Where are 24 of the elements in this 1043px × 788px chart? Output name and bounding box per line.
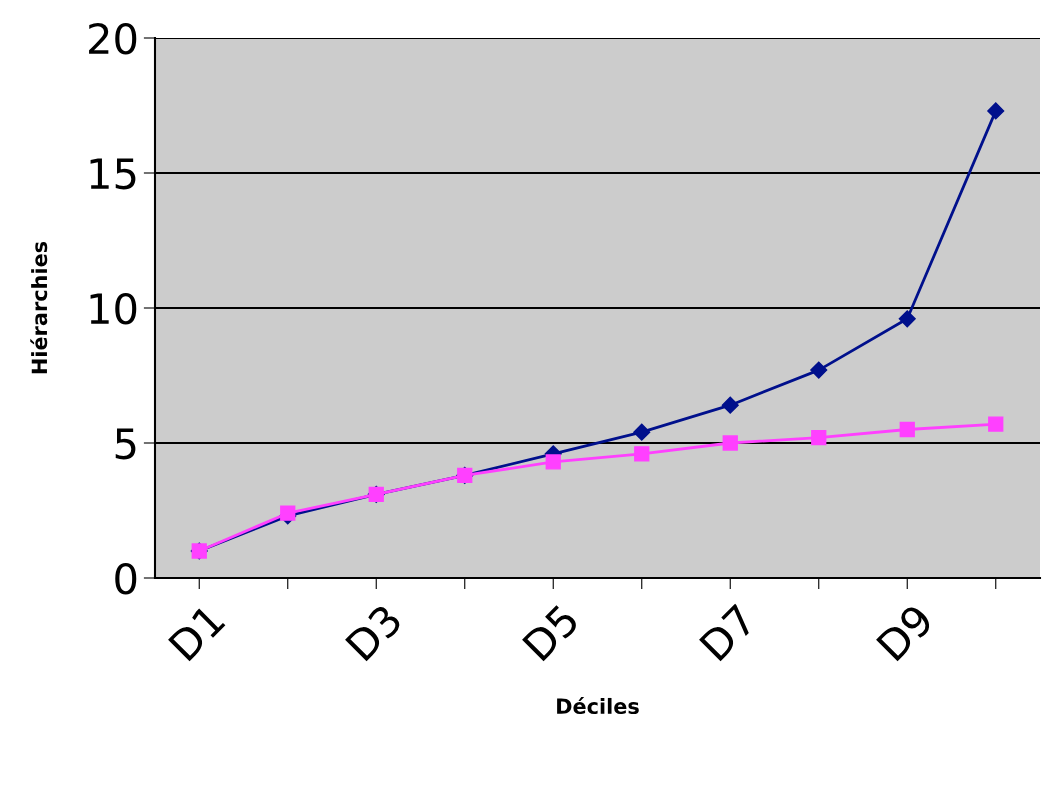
point	[898, 310, 916, 328]
y-tick-label: 0	[115, 562, 137, 595]
point	[633, 423, 651, 441]
point	[988, 416, 1004, 432]
y-tick-label: 10	[90, 292, 137, 325]
y-tick-label: 20	[89, 22, 137, 55]
x-tick-label: D5	[522, 603, 580, 662]
point	[810, 361, 828, 379]
y-tick-label: 15	[90, 158, 136, 190]
x-tick-label: D9	[875, 602, 935, 662]
y-axis-title: Hiérarchies	[30, 241, 48, 374]
point	[899, 421, 915, 438]
y-tick-label: 5	[115, 428, 136, 460]
point	[721, 396, 739, 414]
point	[811, 429, 827, 446]
x-tick-label: D1	[168, 603, 226, 662]
x-tick-label: D3	[344, 603, 404, 662]
x-tick-label: D7	[699, 603, 757, 662]
point	[722, 435, 738, 451]
point	[634, 446, 650, 462]
point	[280, 505, 296, 521]
point	[987, 102, 1005, 120]
x-axis-title: Déciles	[557, 697, 639, 715]
point	[545, 454, 561, 470]
